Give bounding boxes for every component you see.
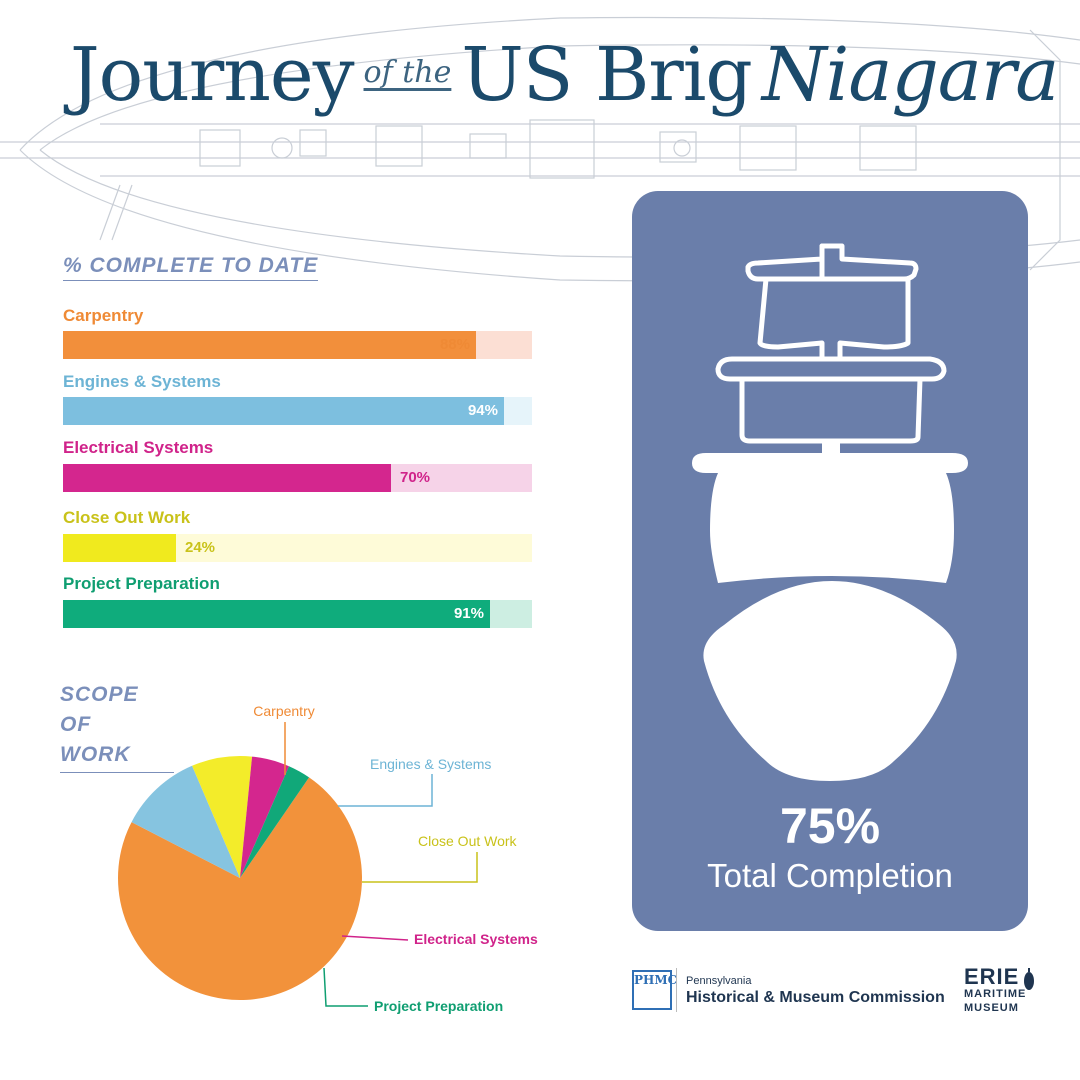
completion-label: Total Completion xyxy=(707,857,953,894)
bar-label-project-preparation: Project Preparation xyxy=(63,574,220,593)
bar-track-carpentry: 88% xyxy=(63,331,532,359)
progress-section-title: % COMPLETE TO DATE xyxy=(63,254,319,281)
completion-card: 75% Total Completion xyxy=(632,191,1028,931)
bar-fill-project-preparation xyxy=(63,600,490,628)
bar-track-electrical-systems: 70% xyxy=(63,464,532,492)
bar-track-engines-systems: 94% xyxy=(63,397,532,425)
emm-maritime: MARITIME xyxy=(964,988,1027,1000)
scope-title-line1: SCOPE OF xyxy=(60,683,139,736)
bar-value-project-preparation: 91% xyxy=(453,605,484,622)
pie-label-close-out-work: Close Out Work xyxy=(418,833,518,849)
pie-leader-project-preparation xyxy=(323,967,368,1007)
pie-leader-electrical-systems xyxy=(341,935,409,941)
bar-value-engines-systems: 94% xyxy=(467,402,498,419)
bar-value-close-out-work: 24% xyxy=(185,539,216,556)
phmc-keystone-icon: PHMC xyxy=(632,970,677,1010)
bar-label-carpentry: Carpentry xyxy=(63,306,144,325)
pie-slice-project-preparation xyxy=(240,766,310,878)
bar-value-electrical-systems: 70% xyxy=(400,469,431,486)
pie-slice-engines-systems xyxy=(131,765,240,878)
pie-slice-close-out-work xyxy=(192,756,253,878)
title-niagara: Niagara xyxy=(761,32,1060,118)
bar-fill-electrical-systems xyxy=(63,464,391,492)
bar-fill-close-out-work xyxy=(63,534,176,562)
ship-icon xyxy=(692,243,968,781)
emm-museum: MUSEUM xyxy=(964,1002,1019,1014)
bar-label-close-out-work: Close Out Work xyxy=(63,508,191,527)
bar-label-engines-systems: Engines & Systems xyxy=(63,372,221,391)
emm-erie: ERIE xyxy=(964,964,1020,989)
pie-slice-carpentry xyxy=(117,777,362,1000)
title-of-the: of the xyxy=(363,55,452,90)
pie-slice-electrical-systems xyxy=(240,756,289,878)
phmc-subtitle: Pennsylvania xyxy=(686,975,752,987)
pie-label-carpentry: Carpentry xyxy=(253,703,314,719)
pie-leader-close-out-work xyxy=(362,852,478,883)
bar-fill-engines-systems xyxy=(63,397,504,425)
pie-label-project-preparation: Project Preparation xyxy=(374,998,503,1014)
title-journey: Journey xyxy=(70,32,355,118)
bar-value-carpentry: 88% xyxy=(439,336,470,353)
bar-label-electrical-systems: Electrical Systems xyxy=(63,438,214,457)
page-title: Journey of the US Brig Niagara xyxy=(70,38,1059,112)
title-us-brig: US Brig xyxy=(461,32,752,118)
erie-maritime-museum-logo: ERIE MARITIME MUSEUM xyxy=(960,964,1050,1024)
bar-track-close-out-work: 24% xyxy=(63,534,532,562)
phmc-name: Historical & Museum Commission xyxy=(686,989,945,1006)
completion-percent: 75% xyxy=(779,798,881,854)
ship-plan-background xyxy=(0,16,1080,282)
phmc-logo: PHMC Pennsylvania Historical & Museum Co… xyxy=(632,968,952,1014)
phmc-divider xyxy=(676,968,677,1012)
scope-pie-chart: Carpentry Engines & Systems Close Out Work… xyxy=(117,703,538,1014)
pinecone-icon xyxy=(1024,968,1034,990)
bar-fill-carpentry xyxy=(63,331,476,359)
scope-title-line2: WORK xyxy=(60,743,131,766)
pie-label-engines-systems: Engines & Systems xyxy=(370,756,491,772)
scope-section-title: SCOPE OF WORK xyxy=(60,680,174,773)
pie-label-electrical-systems: Electrical Systems xyxy=(414,931,538,947)
pie-leader-engines-systems xyxy=(338,774,433,807)
bar-track-project-preparation: 91% xyxy=(63,600,532,628)
